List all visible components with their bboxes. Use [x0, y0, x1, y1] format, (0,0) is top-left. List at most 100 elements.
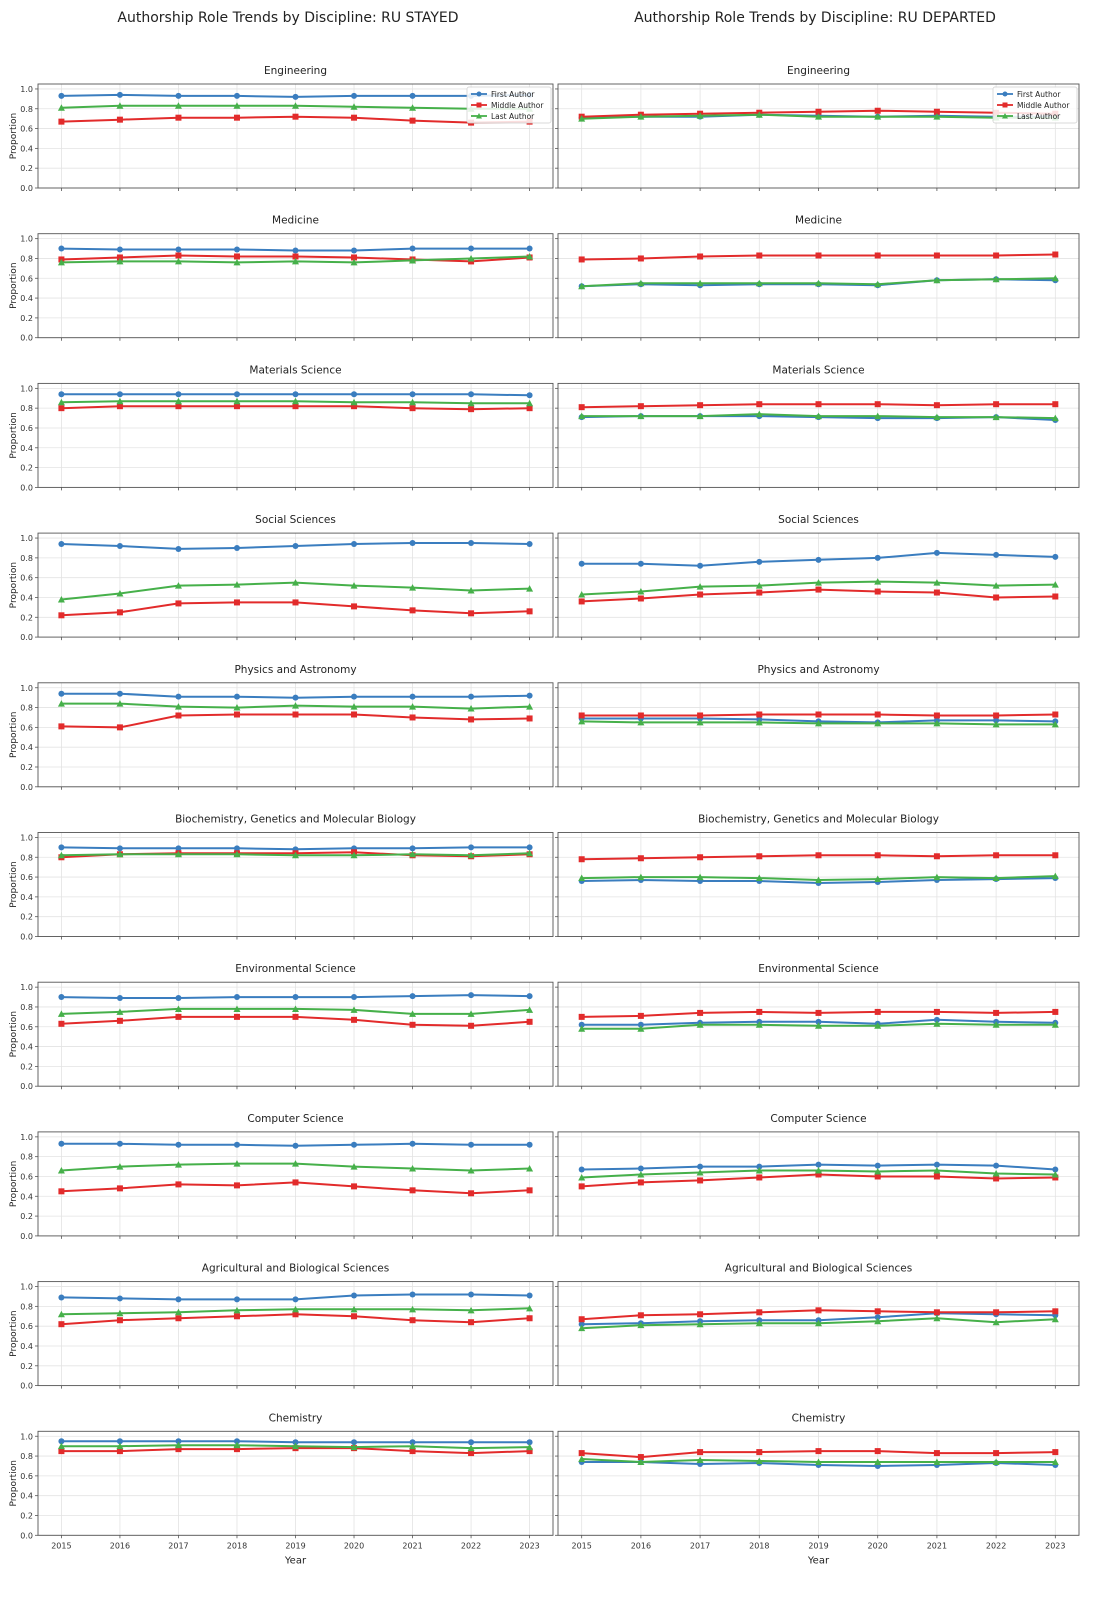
x-tick-label: 2022	[461, 1541, 481, 1550]
y-tick-label: 0.4	[20, 1342, 33, 1351]
y-tick-label: 0.4	[20, 1492, 33, 1501]
data-point	[468, 245, 475, 252]
data-point	[175, 246, 182, 253]
y-tick-label: 0.8	[20, 1452, 33, 1461]
data-point	[57, 398, 65, 406]
data-point	[815, 1458, 822, 1466]
data-point	[992, 1170, 1000, 1177]
data-point	[756, 1163, 763, 1170]
data-point	[116, 700, 124, 707]
data-point	[637, 1165, 644, 1172]
y-tick-label: 0.2	[20, 763, 33, 772]
data-point	[993, 712, 1000, 719]
y-tick-label: 0.2	[20, 613, 33, 622]
data-point	[233, 845, 240, 852]
y-tick-label: 0.4	[20, 743, 33, 752]
data-point	[174, 703, 182, 710]
legend-box	[992, 86, 1078, 124]
data-point	[933, 1020, 941, 1027]
y-tick-label: 0.6	[20, 274, 33, 283]
subplot-title: Computer Science	[247, 1113, 343, 1125]
data-point	[351, 1016, 358, 1023]
data-point	[116, 403, 123, 410]
data-point	[292, 1142, 299, 1149]
data-point	[874, 1022, 882, 1029]
data-point	[351, 247, 358, 254]
data-point	[637, 1321, 645, 1329]
data-point	[637, 1458, 645, 1466]
data-point	[233, 1446, 240, 1453]
data-point	[815, 1307, 822, 1314]
data-point	[874, 401, 881, 408]
subplot-title: Materials Science	[772, 364, 864, 376]
subplot-5-1: Biochemistry, Genetics and Molecular Bio…	[555, 814, 1080, 940]
data-point	[697, 402, 704, 409]
data-point	[467, 851, 475, 859]
data-point	[637, 1454, 644, 1461]
subplot-title: Chemistry	[792, 1412, 846, 1424]
data-point	[696, 412, 704, 420]
data-point	[637, 279, 645, 287]
data-point	[578, 1321, 585, 1328]
data-point	[116, 1442, 124, 1450]
data-point	[233, 397, 241, 405]
column-title-stayed: Authorship Role Trends by Discipline: RU…	[117, 10, 458, 26]
column-title-departed: Authorship Role Trends by Discipline: RU…	[634, 10, 996, 26]
y-tick-label: 0.4	[20, 294, 33, 303]
data-point	[468, 1022, 475, 1029]
data-point	[468, 1450, 475, 1457]
data-point	[874, 852, 881, 859]
data-point	[637, 588, 645, 595]
data-point	[992, 275, 1000, 283]
data-point	[578, 1166, 585, 1173]
data-point	[467, 587, 475, 594]
x-tick-label: 2021	[927, 1541, 947, 1550]
data-point	[578, 598, 585, 605]
data-point	[526, 1304, 534, 1312]
data-point	[993, 1009, 1000, 1016]
data-point	[350, 398, 358, 406]
data-point	[116, 1140, 123, 1147]
data-point	[116, 1008, 124, 1015]
data-point	[933, 108, 940, 115]
data-point	[58, 92, 65, 99]
data-point	[351, 391, 358, 398]
data-point	[874, 412, 882, 420]
data-point	[755, 582, 763, 589]
subplot-title: Chemistry	[269, 1412, 323, 1424]
data-point	[351, 254, 358, 261]
data-point	[58, 391, 65, 398]
data-point	[58, 1321, 65, 1328]
y-tick-label: 0.4	[20, 893, 33, 902]
y-axis-label: Proportion	[9, 712, 19, 758]
data-point	[467, 399, 475, 407]
y-tick-label: 1.0	[20, 85, 33, 94]
data-point	[292, 542, 299, 549]
data-point	[1051, 581, 1059, 588]
data-point	[233, 1438, 240, 1445]
data-point	[697, 854, 704, 861]
data-point	[993, 401, 1000, 408]
data-point	[233, 1441, 241, 1449]
x-axis-label: Year	[807, 1555, 830, 1566]
subplot-1-0: Medicine 0.0 0.2 0.4 0.6 0.8 1.0 Proportion	[9, 215, 554, 343]
data-point	[233, 544, 240, 551]
data-point	[468, 610, 475, 617]
data-point	[874, 107, 881, 114]
data-point	[815, 579, 822, 586]
data-point	[526, 392, 533, 399]
data-point	[526, 849, 534, 857]
data-point	[175, 545, 182, 552]
data-point	[409, 845, 416, 852]
data-point	[233, 258, 241, 266]
x-tick-label: 2015	[572, 1541, 592, 1550]
data-point	[697, 712, 704, 719]
data-point	[175, 403, 182, 410]
data-point	[351, 1292, 358, 1299]
data-point	[409, 1291, 416, 1298]
data-point	[755, 718, 763, 726]
data-point	[933, 402, 940, 409]
data-point	[637, 1025, 645, 1032]
subplot-4-0: Physics and Astronomy 0.0 0.2 0.4 0.6 0.8 1.0 P…	[9, 664, 554, 792]
data-point	[696, 1169, 704, 1176]
